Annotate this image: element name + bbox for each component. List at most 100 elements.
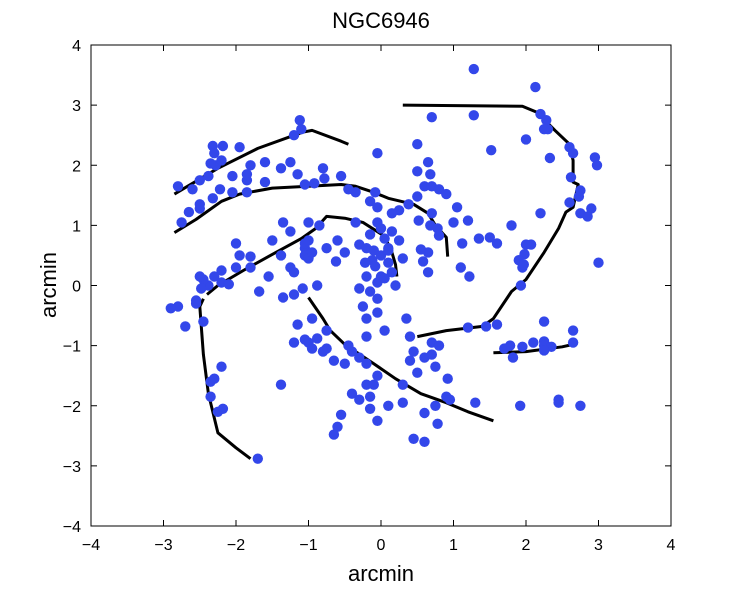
data-point [441,188,452,200]
data-point [397,253,408,264]
data-point [245,262,256,273]
data-point [306,247,318,258]
x-tick-label: 3 [594,537,603,554]
data-point [425,169,436,180]
data-point [491,238,503,249]
data-point [433,340,445,351]
data-point [364,403,376,414]
data-point [165,303,176,314]
x-tick-label: 2 [522,537,531,554]
data-point [275,379,287,390]
data-point [292,319,303,330]
data-point [383,245,394,256]
data-point [209,271,220,282]
data-point [372,293,383,304]
y-tick-label: −3 [63,459,81,476]
data-point [252,453,263,464]
data-point [306,313,318,324]
data-point [183,206,195,218]
data-point [515,280,527,291]
data-point [245,160,256,171]
data-point [299,179,311,190]
data-point [468,110,479,121]
data-point [172,181,184,192]
data-point [364,286,376,297]
data-point [332,421,343,432]
data-point [335,409,347,420]
data-point [275,163,287,174]
data-point [370,261,381,272]
data-point [364,391,376,402]
data-point [567,148,579,159]
data-point [364,196,376,207]
data-point [386,226,398,237]
data-point [343,184,354,195]
data-point [245,251,256,262]
data-point [379,233,390,244]
data-point [464,271,475,282]
data-point [339,358,350,369]
data-point [403,199,414,210]
data-point [216,155,227,166]
data-point [294,115,305,126]
data-point [412,139,423,150]
data-point [190,295,202,306]
data-point [386,208,398,219]
data-point [350,217,361,228]
data-point [412,367,423,378]
data-point [372,370,383,381]
data-point [553,397,564,408]
data-point [530,81,541,93]
data-point [506,220,517,231]
x-tick-label: 1 [449,537,458,554]
data-point [277,292,289,303]
data-point [207,193,218,204]
data-point [397,397,408,408]
data-point [413,215,424,226]
data-point [241,169,253,180]
x-axis-label: arcmin [348,561,414,586]
data-point [285,226,296,237]
data-point [591,160,603,171]
data-point [499,343,510,354]
data-point [401,313,412,324]
data-point [288,337,300,348]
data-point [346,388,358,399]
data-point [359,257,371,268]
y-tick-label: −4 [63,519,81,536]
data-point [507,352,519,363]
data-point [433,230,445,241]
data-point [383,257,394,268]
data-point [227,170,238,182]
data-point [241,187,253,198]
data-point [426,349,437,360]
x-tick-label: 0 [377,537,386,554]
data-point [321,325,332,336]
data-point [288,267,300,278]
data-point [575,400,586,411]
data-point [230,238,242,249]
data-point [194,175,205,186]
data-point [473,233,485,244]
data-point [205,391,216,402]
data-point [419,436,430,447]
data-point [415,244,427,255]
data-point [285,157,296,168]
data-point [564,197,575,208]
y-tick-label: −1 [63,339,81,356]
data-point [412,191,423,202]
data-point [422,157,434,168]
data-point [319,173,330,184]
data-point [375,223,387,234]
data-point [404,331,416,342]
data-point [187,184,198,195]
data-point [379,273,390,284]
data-point [254,286,265,297]
data-point [205,158,216,169]
data-point [379,325,390,336]
data-point [288,130,300,141]
data-point [194,199,205,210]
data-point [259,157,271,168]
data-point [582,211,593,222]
data-point [180,321,191,332]
